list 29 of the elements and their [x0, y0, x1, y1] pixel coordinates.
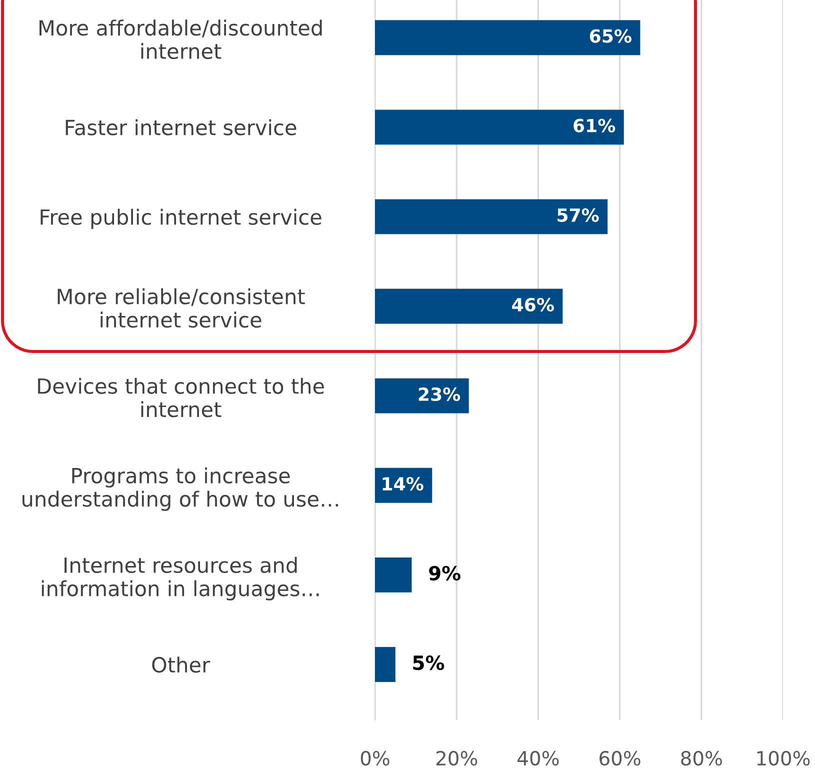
y-tick-label: Other [152, 656, 210, 673]
y-tick-label: Programs to increase understanding of how to use… [22, 467, 338, 511]
bar [375, 378, 469, 414]
x-tick-label: 60% [600, 750, 640, 766]
y-tick-label: More reliable/consistent internet service [58, 288, 305, 328]
y-tick-label: Internet resources and information in languages… [42, 556, 319, 600]
x-tick-label: 0% [360, 750, 390, 766]
bar [375, 20, 640, 56]
bar [375, 199, 608, 234]
bar [375, 288, 563, 324]
y-tick-label: Devices that connect to the internet [38, 378, 324, 418]
x-tick-label: 80% [681, 750, 722, 766]
data-label: 5% [413, 655, 444, 670]
data-label: 14% [382, 476, 424, 491]
x-tick-label: 40% [518, 750, 559, 766]
data-label: 65% [590, 29, 632, 43]
data-label: 23% [418, 387, 460, 402]
data-label: 46% [512, 298, 554, 312]
data-label: 57% [558, 208, 599, 222]
bar [375, 110, 624, 145]
y-tick-label: Faster internet service [66, 119, 296, 136]
data-label: 61% [574, 118, 616, 132]
x-tick-label: 100% [757, 750, 810, 766]
x-tick-label: 20% [436, 750, 478, 766]
y-tick-label: More affordable/discounted internet [40, 20, 322, 60]
bar [375, 557, 412, 592]
bar [375, 647, 396, 682]
data-label: 9% [429, 566, 460, 581]
y-tick-label: Free public internet service [40, 208, 322, 229]
